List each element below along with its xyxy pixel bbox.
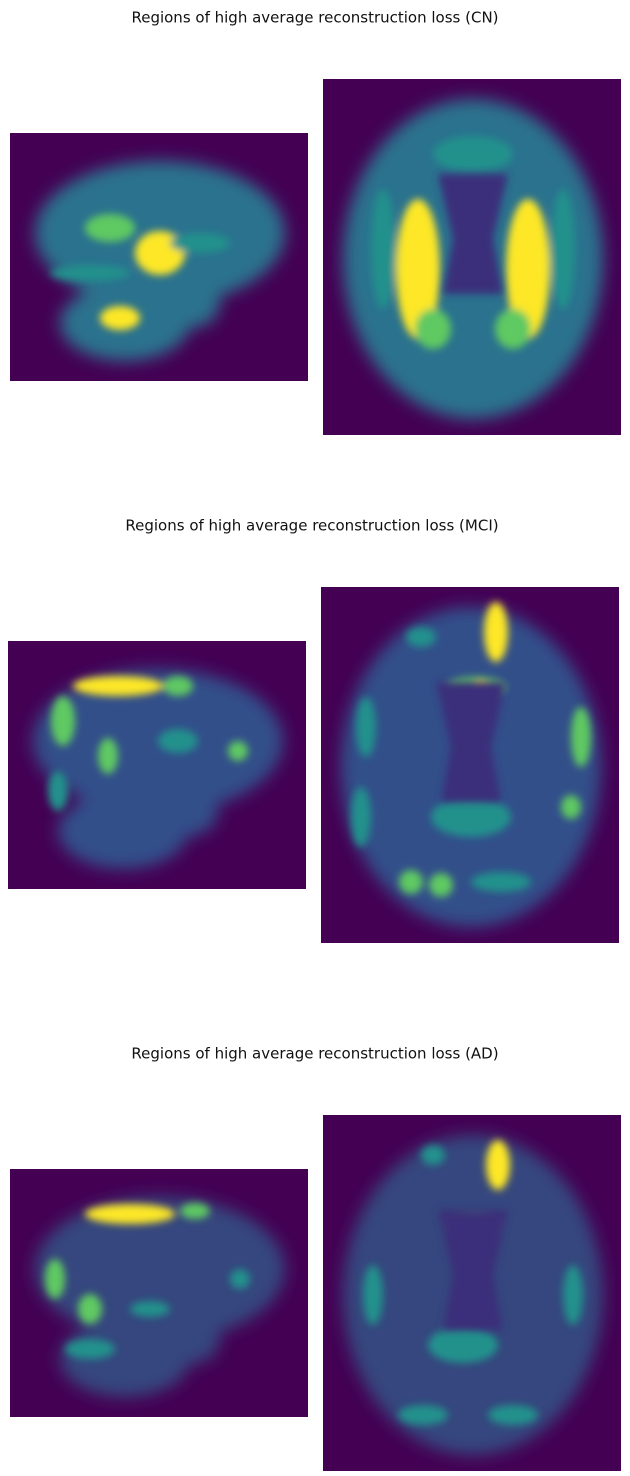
hotspot: [100, 306, 140, 330]
hotspot: [571, 707, 591, 767]
hotspots: [45, 1203, 250, 1359]
hotspot: [428, 1327, 498, 1363]
hotspot: [85, 214, 135, 242]
brainstem: [160, 278, 220, 328]
panel-title: Regions of high average reconstruction l…: [131, 9, 498, 27]
hotspot: [471, 872, 531, 892]
hotspot: [73, 676, 163, 696]
hotspot: [396, 199, 440, 339]
hotspot: [495, 309, 531, 349]
hotspot: [163, 676, 193, 696]
hotspot: [563, 1265, 583, 1325]
hotspot: [351, 787, 371, 847]
hotspot: [484, 602, 508, 662]
axial-slice: [323, 1115, 621, 1471]
hotspots: [48, 676, 248, 811]
hotspot: [65, 1339, 115, 1359]
hotspot: [48, 771, 68, 811]
hotspot: [429, 873, 453, 897]
axial-slice: [323, 79, 621, 435]
hotspot: [130, 1301, 170, 1317]
hotspot: [561, 795, 581, 819]
hotspot: [85, 1204, 175, 1224]
hotspot: [50, 265, 130, 281]
axial-slice: [321, 587, 619, 943]
hotspot: [158, 729, 198, 753]
hotspot: [51, 696, 75, 746]
hotspot: [406, 627, 436, 647]
hotspots: [50, 214, 230, 330]
hotspot: [399, 870, 423, 894]
hotspot: [431, 797, 511, 837]
hotspot: [170, 233, 230, 253]
hotspot: [488, 1405, 538, 1425]
hotspot: [180, 1203, 210, 1219]
ventricle: [436, 682, 506, 802]
hotspot: [506, 199, 550, 339]
sagittal-slice: [10, 1169, 308, 1417]
hotspot: [228, 741, 248, 761]
hotspot: [45, 1259, 65, 1299]
hotspot: [371, 189, 395, 309]
sagittal-slice: [10, 133, 308, 381]
ventricle: [438, 1210, 508, 1330]
brainstem: [160, 1314, 220, 1364]
hotspots: [363, 1140, 583, 1425]
ventricle: [438, 174, 508, 294]
hotspot: [551, 189, 575, 309]
brainstem: [158, 786, 218, 836]
hotspot: [78, 1294, 102, 1324]
sagittal-slice: [8, 641, 306, 889]
hotspot: [421, 1145, 445, 1165]
cerebellum: [58, 793, 188, 869]
hotspot: [230, 1269, 250, 1289]
hotspots: [371, 136, 575, 349]
hotspot: [98, 738, 118, 774]
hotspot: [415, 309, 451, 349]
panel-title: Regions of high average reconstruction l…: [131, 1045, 498, 1063]
hotspot: [356, 697, 376, 757]
hotspot: [486, 1140, 510, 1190]
hotspot: [398, 1405, 448, 1425]
hotspot: [433, 136, 513, 172]
panel-title: Regions of high average reconstruction l…: [125, 517, 498, 535]
hotspot: [363, 1265, 383, 1325]
